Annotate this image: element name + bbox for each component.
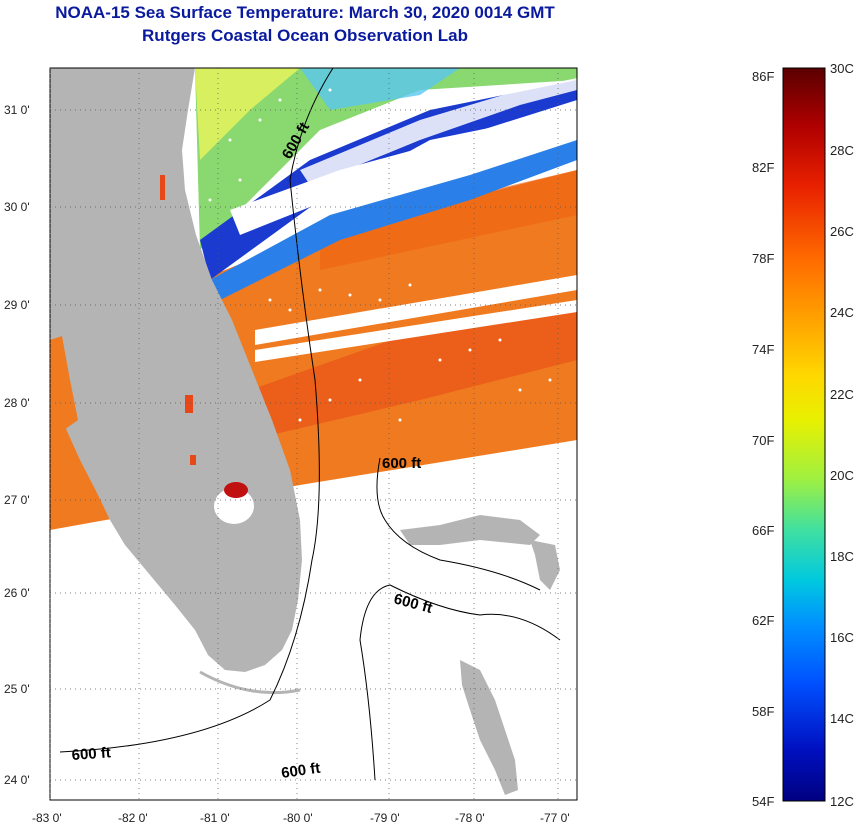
lon-label: -77 0'	[540, 811, 570, 825]
celsius-label: 28C	[830, 143, 854, 158]
lon-label: -79 0'	[370, 811, 400, 825]
map-title: NOAA-15 Sea Surface Temperature: March 3…	[55, 3, 555, 22]
fahrenheit-label: 82F	[752, 160, 774, 175]
colorbar-c-labels: 30C 28C 26C 24C 22C 20C 18C 16C 14C 12C	[830, 61, 854, 809]
lat-label: 27 0'	[4, 493, 30, 507]
celsius-label: 22C	[830, 387, 854, 402]
fahrenheit-label: 74F	[752, 342, 774, 357]
graticule	[49, 68, 577, 800]
latitude-labels: 31 0' 30 0' 29 0' 28 0' 27 0' 26 0' 25 0…	[4, 103, 30, 787]
fahrenheit-label: 86F	[752, 69, 774, 84]
celsius-label: 16C	[830, 630, 854, 645]
celsius-label: 24C	[830, 305, 854, 320]
map-subtitle: Rutgers Coastal Ocean Observation Lab	[142, 26, 468, 45]
lon-label: -83 0'	[32, 811, 62, 825]
fahrenheit-label: 62F	[752, 613, 774, 628]
sst-cool-region	[195, 68, 577, 250]
lake-okeechobee	[214, 488, 254, 524]
fahrenheit-label: 78F	[752, 251, 774, 266]
lon-label: -78 0'	[455, 811, 485, 825]
cloud-speckles	[208, 88, 552, 422]
celsius-label: 26C	[830, 224, 854, 239]
lon-label: -82 0'	[118, 811, 148, 825]
fahrenheit-label: 66F	[752, 523, 774, 538]
lat-label: 28 0'	[4, 396, 30, 410]
lat-label: 31 0'	[4, 103, 30, 117]
lat-label: 24 0'	[4, 773, 30, 787]
lon-label: -80 0'	[283, 811, 313, 825]
bahamas-land	[400, 515, 540, 545]
fahrenheit-label: 70F	[752, 433, 774, 448]
colorbar-f-labels: 86F 82F 78F 74F 70F 66F 62F 58F 54F	[752, 69, 774, 809]
isobath-label: 600 ft	[71, 744, 111, 764]
celsius-label: 18C	[830, 549, 854, 564]
celsius-label: 30C	[830, 61, 854, 76]
celsius-label: 12C	[830, 794, 854, 809]
lat-label: 30 0'	[4, 200, 30, 214]
colorbar	[782, 67, 826, 802]
sst-cold-band	[200, 80, 577, 280]
fahrenheit-label: 58F	[752, 704, 774, 719]
lat-label: 26 0'	[4, 586, 30, 600]
isobath-label: 600 ft	[280, 760, 321, 782]
isobath-lines	[59, 68, 561, 781]
fahrenheit-label: 54F	[752, 794, 774, 809]
celsius-label: 14C	[830, 711, 854, 726]
sst-hot-region	[250, 300, 577, 440]
lat-label: 25 0'	[4, 682, 30, 696]
longitude-labels: -83 0' -82 0' -81 0' -80 0' -79 0' -78 0…	[32, 811, 570, 825]
isobath-label: 600 ft	[382, 455, 421, 472]
lon-label: -81 0'	[200, 811, 230, 825]
lat-label: 29 0'	[4, 298, 30, 312]
celsius-label: 20C	[830, 468, 854, 483]
